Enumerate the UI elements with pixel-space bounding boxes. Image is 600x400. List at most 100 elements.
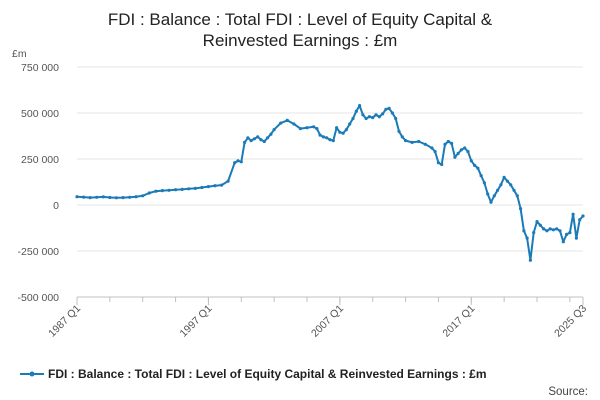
data-point[interactable] xyxy=(561,240,565,244)
data-point[interactable] xyxy=(364,116,368,121)
data-point[interactable] xyxy=(384,107,388,111)
data-point[interactable] xyxy=(436,161,440,165)
data-point[interactable] xyxy=(358,104,362,108)
data-point[interactable] xyxy=(390,111,394,115)
data-point[interactable] xyxy=(213,184,217,188)
data-point[interactable] xyxy=(371,116,375,120)
data-point[interactable] xyxy=(482,181,486,185)
data-point[interactable] xyxy=(328,138,332,142)
data-point[interactable] xyxy=(160,189,164,193)
data-point[interactable] xyxy=(154,189,158,193)
data-point[interactable] xyxy=(581,214,585,218)
data-point[interactable] xyxy=(344,128,348,132)
data-point[interactable] xyxy=(377,115,381,119)
data-point[interactable] xyxy=(565,232,569,236)
data-point[interactable] xyxy=(535,220,539,224)
data-point[interactable] xyxy=(519,207,523,211)
data-point[interactable] xyxy=(206,185,210,189)
data-point[interactable] xyxy=(466,150,470,154)
data-point[interactable] xyxy=(134,195,138,199)
data-point[interactable] xyxy=(305,126,309,130)
data-point[interactable] xyxy=(114,196,118,200)
data-point[interactable] xyxy=(279,121,283,125)
data-point[interactable] xyxy=(574,236,579,240)
data-point[interactable] xyxy=(325,136,329,140)
data-point[interactable] xyxy=(423,142,427,146)
data-point[interactable] xyxy=(315,127,319,131)
data-point[interactable] xyxy=(505,179,509,183)
data-point[interactable] xyxy=(141,194,145,198)
data-point[interactable] xyxy=(387,106,391,110)
data-point[interactable] xyxy=(568,231,572,235)
data-point[interactable] xyxy=(394,116,398,121)
data-point[interactable] xyxy=(558,229,562,233)
data-point[interactable] xyxy=(502,175,506,179)
data-point[interactable] xyxy=(298,127,302,131)
data-point[interactable] xyxy=(249,139,253,143)
data-point[interactable] xyxy=(236,159,240,163)
data-point[interactable] xyxy=(200,185,204,190)
data-point[interactable] xyxy=(476,166,480,170)
data-point[interactable] xyxy=(578,218,582,222)
data-point[interactable] xyxy=(486,192,490,196)
data-point[interactable] xyxy=(443,142,447,146)
data-point[interactable] xyxy=(515,194,519,198)
data-point[interactable] xyxy=(374,113,378,117)
data-point[interactable] xyxy=(528,258,533,262)
data-point[interactable] xyxy=(555,227,559,231)
data-point[interactable] xyxy=(256,135,260,139)
data-point[interactable] xyxy=(496,188,500,192)
legend[interactable]: FDI : Balance : Total FDI : Level of Equ… xyxy=(20,367,487,381)
data-point[interactable] xyxy=(499,183,503,187)
data-point[interactable] xyxy=(489,200,493,204)
data-point[interactable] xyxy=(193,186,197,190)
data-point[interactable] xyxy=(341,131,345,135)
data-point[interactable] xyxy=(509,183,513,187)
data-point[interactable] xyxy=(492,194,496,198)
data-point[interactable] xyxy=(571,212,575,216)
data-point[interactable] xyxy=(246,136,250,140)
data-point[interactable] xyxy=(180,187,184,191)
data-point[interactable] xyxy=(450,141,454,145)
data-point[interactable] xyxy=(469,159,473,163)
data-point[interactable] xyxy=(285,118,289,122)
data-point[interactable] xyxy=(331,139,335,143)
data-point[interactable] xyxy=(128,195,132,199)
data-point[interactable] xyxy=(542,227,546,231)
data-point[interactable] xyxy=(433,150,437,154)
data-point[interactable] xyxy=(220,183,224,187)
data-point[interactable] xyxy=(147,191,151,195)
data-point[interactable] xyxy=(538,223,542,227)
data-point[interactable] xyxy=(397,129,401,133)
data-point[interactable] xyxy=(479,174,483,178)
data-point[interactable] xyxy=(108,195,112,200)
data-point[interactable] xyxy=(262,139,266,144)
data-point[interactable] xyxy=(233,161,237,165)
data-point[interactable] xyxy=(404,139,408,143)
data-point[interactable] xyxy=(381,112,385,116)
data-point[interactable] xyxy=(545,229,549,233)
data-point[interactable] xyxy=(430,146,434,150)
data-point[interactable] xyxy=(82,195,86,199)
data-point[interactable] xyxy=(88,196,92,200)
data-point[interactable] xyxy=(351,116,355,121)
data-point[interactable] xyxy=(354,109,358,113)
data-point[interactable] xyxy=(522,229,526,233)
data-point[interactable] xyxy=(75,195,79,199)
data-point[interactable] xyxy=(335,126,339,130)
data-point[interactable] xyxy=(440,162,444,167)
data-point[interactable] xyxy=(453,155,457,159)
data-point[interactable] xyxy=(456,151,460,156)
data-point[interactable] xyxy=(226,179,230,183)
data-point[interactable] xyxy=(463,146,467,150)
data-point[interactable] xyxy=(187,187,191,191)
data-point[interactable] xyxy=(239,160,243,164)
data-point[interactable] xyxy=(266,136,270,140)
data-point[interactable] xyxy=(410,140,414,144)
data-point[interactable] xyxy=(252,137,256,141)
data-point[interactable] xyxy=(174,188,178,192)
data-point[interactable] xyxy=(367,115,371,119)
data-point[interactable] xyxy=(272,128,276,132)
data-point[interactable] xyxy=(525,236,529,240)
data-point[interactable] xyxy=(338,130,342,134)
